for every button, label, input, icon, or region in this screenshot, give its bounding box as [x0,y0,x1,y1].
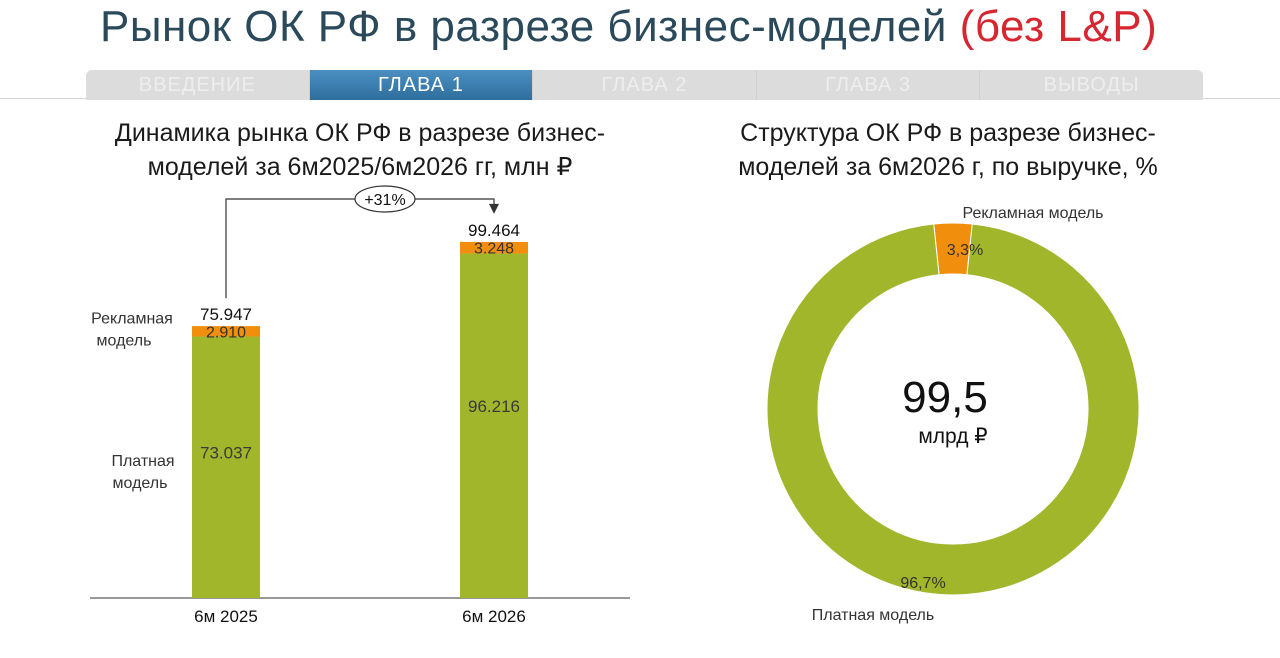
x-tick-label-1: 6м 2026 [462,607,526,626]
page-title-accent: (без L&P) [959,2,1158,51]
growth-badge [354,185,416,213]
bar-paid-label-1: 96.216 [468,397,520,416]
legend-ads-line1: Рекламная [91,310,173,327]
donut-chart-title: Структура ОК РФ в разрезе бизнес- моделе… [648,116,1248,184]
chapter-tabs: ВВЕДЕНИЕ ГЛАВА 1 ГЛАВА 2 ГЛАВА 3 ВЫВОДЫ [86,70,1203,100]
page-title: Рынок ОК РФ в разрезе бизнес-моделей (бе… [100,2,1200,52]
bar-total-label-0: 75.947 [200,305,252,324]
donut-chart-title-line1: Структура ОК РФ в разрезе бизнес- [740,119,1156,147]
growth-arrowhead [489,203,499,214]
page-title-main: Рынок ОК РФ в разрезе бизнес-моделей [100,2,947,51]
tab-chapter-3[interactable]: ГЛАВА 3 [757,70,981,100]
x-tick-label-0: 6м 2025 [194,607,258,626]
bar-ads-0 [192,326,260,337]
legend-paid-line2: модель [113,475,168,492]
tab-chapter-2[interactable]: ГЛАВА 2 [533,70,757,100]
legend-ads-line2: модель [97,332,152,349]
bar-total-label-1: 99.464 [468,221,520,240]
bar-paid-0 [192,336,260,598]
bar-chart-title-line1: Динамика рынка ОК РФ в разрезе бизнес- [114,119,606,147]
donut-label-ads: 3,3% [947,242,983,259]
donut-label-paid: 96,7% [900,575,945,592]
tab-chapter-1[interactable]: ГЛАВА 1 [309,70,534,100]
bar-ads-label-0: 2.910 [206,324,246,341]
bar-paid-label-0: 73.037 [200,444,252,463]
bar-paid-1 [460,253,528,598]
bar-chart-title-line2: моделей за 6м2025/6м2026 гг, млн ₽ [147,153,573,181]
tab-introduction[interactable]: ВВЕДЕНИЕ [86,70,310,100]
tab-conclusions[interactable]: ВЫВОДЫ [1043,73,1140,96]
bar-chart-title: Динамика рынка ОК РФ в разрезе бизнес- м… [60,116,660,184]
donut-name-ads: Рекламная модель [962,205,1103,222]
donut-name-paid: Платная модель [812,607,934,624]
donut-slice-1 [766,223,1140,596]
donut-center-unit: млрд ₽ [918,425,987,448]
bar-ads-1 [460,241,528,254]
growth-label: +31% [364,192,405,209]
donut-chart-title-line2: моделей за 6м2026 г, по выручке, % [738,153,1158,181]
bar-ads-label-1: 3.248 [474,241,514,258]
legend-paid-line1: Платная [111,453,174,470]
donut-center-value: 99,5 [902,373,988,422]
